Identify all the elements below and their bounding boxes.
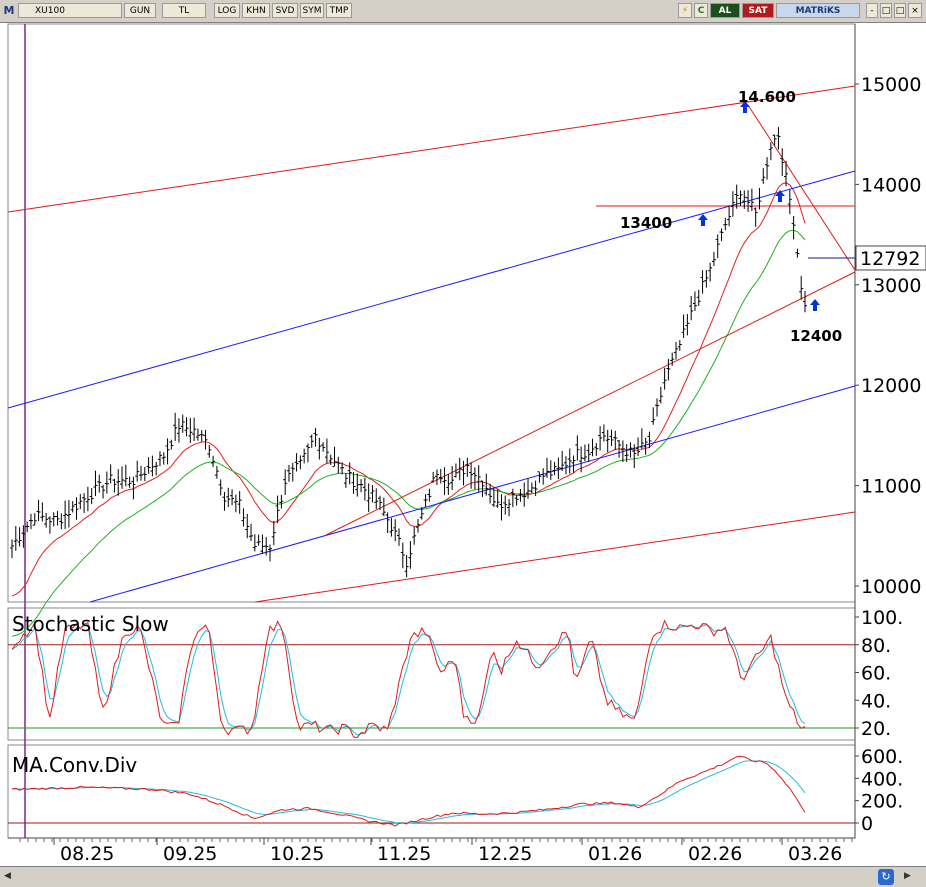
toolbar-button-gun[interactable]: GUN xyxy=(124,3,156,18)
trend-line-bottom xyxy=(254,511,856,603)
toolbar-button-svd[interactable]: SVD xyxy=(272,3,298,18)
moving-average-short xyxy=(11,182,806,597)
toolbar-button-khn[interactable]: KHN xyxy=(242,3,270,18)
macd-tick-label: 200. xyxy=(861,791,903,813)
stochastic-panel xyxy=(7,607,856,741)
symbol-selector[interactable]: XU100 xyxy=(18,3,122,18)
x-tick-label: 12.25 xyxy=(478,843,532,865)
signal-arrow-13400 xyxy=(698,214,708,226)
falling-trend-line xyxy=(747,104,856,271)
macd-tick-label: 0 xyxy=(861,813,873,835)
trend-channel-lower xyxy=(89,385,856,603)
sync-icon[interactable]: ↻ xyxy=(878,869,894,885)
chart-footer: ◀ ↻ ▶ xyxy=(0,866,926,887)
maximize-button[interactable]: □ xyxy=(894,3,906,18)
stochastic-title: Stochastic Slow xyxy=(12,612,169,636)
price-tick-label: 15000 xyxy=(861,74,921,96)
x-tick-label: 09.25 xyxy=(163,843,217,865)
price-annotation: 13400 xyxy=(620,214,672,232)
stochastic-tick-label: 20. xyxy=(861,718,891,740)
stochastic-tick-label: 60. xyxy=(861,663,891,685)
support-line xyxy=(325,271,856,536)
x-tick-label: 10.25 xyxy=(270,843,324,865)
restore-button[interactable]: □ xyxy=(880,3,892,18)
stochastic-tick-label: 100. xyxy=(861,607,903,629)
sell-button[interactable]: SAT xyxy=(742,3,774,18)
stochastic-k-line xyxy=(11,619,806,739)
toolbar-button-log[interactable]: LOG xyxy=(214,3,240,18)
toolbar-button-sym[interactable]: SYM xyxy=(300,3,324,18)
last-price-label: 12792 xyxy=(860,248,920,270)
chart-canvas: 14.600 13400 12400 10000 11000 12000 13000 1400… xyxy=(7,23,926,865)
macd-line xyxy=(11,755,806,827)
macd-tick-label: 400. xyxy=(861,768,903,790)
minimize-button[interactable]: - xyxy=(866,3,878,18)
refresh-button[interactable]: C xyxy=(694,3,708,18)
x-tick-label: 02.26 xyxy=(688,843,742,865)
macd-title: MA.Conv.Div xyxy=(12,753,137,777)
last-price-box xyxy=(855,245,926,271)
stochastic-d-line xyxy=(11,623,806,736)
stochastic-tick-label: 40. xyxy=(861,690,891,712)
price-annotation: 14.600 xyxy=(738,88,796,106)
stochastic-tick-label: 80. xyxy=(861,635,891,657)
moving-average-long xyxy=(11,229,806,637)
signal-arrow-peak xyxy=(740,101,750,113)
price-tick-label: 12000 xyxy=(861,375,921,397)
toolbar-button-tmp[interactable]: TMP xyxy=(326,3,352,18)
symbol-label: XU100 xyxy=(35,6,65,16)
app-menu-button[interactable]: M xyxy=(3,4,15,17)
x-tick-label: 08.25 xyxy=(60,843,114,865)
trend-channel-mid xyxy=(7,170,856,409)
x-tick-label: 01.26 xyxy=(588,843,642,865)
brand-logo: MATRiKS xyxy=(776,3,860,18)
lightning-icon[interactable]: ⚡ xyxy=(678,3,692,18)
price-tick-label: 10000 xyxy=(861,576,921,598)
close-button[interactable]: × xyxy=(908,3,922,18)
signal-arrow-12400 xyxy=(810,299,820,311)
price-tick-label: 11000 xyxy=(861,476,921,498)
chart-toolbar: M XU100 GUN TL LOG KHN SVD SYM TMP ⚡ C AL SAT … xyxy=(0,0,926,23)
buy-button[interactable]: AL xyxy=(710,3,740,18)
y-axis-area xyxy=(855,24,919,838)
scrollbar-left-arrow[interactable]: ◀ xyxy=(4,871,11,881)
price-annotation: 12400 xyxy=(790,327,842,345)
signal-arrow-breakdown xyxy=(775,190,785,202)
toolbar-button-tl[interactable]: TL xyxy=(162,3,206,18)
price-tick-label: 14000 xyxy=(861,174,921,196)
scrollbar-right-arrow[interactable]: ▶ xyxy=(904,871,911,881)
macd-tick-label: 600. xyxy=(861,746,903,768)
trend-channel-upper xyxy=(7,85,856,213)
x-tick-label: 11.25 xyxy=(377,843,431,865)
x-tick-label: 03.26 xyxy=(788,843,842,865)
price-tick-label: 13000 xyxy=(861,275,921,297)
